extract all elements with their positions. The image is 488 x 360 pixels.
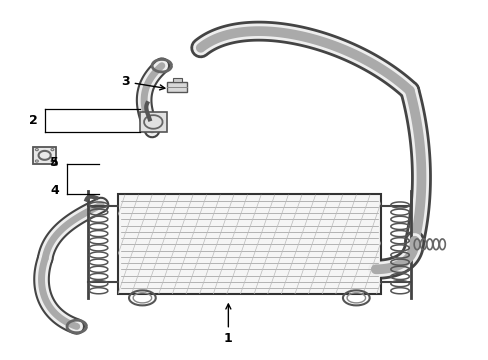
Text: 5: 5 — [50, 156, 59, 168]
Text: 2: 2 — [29, 114, 37, 127]
Bar — [166, 82, 187, 93]
Bar — [173, 78, 182, 82]
Bar — [140, 112, 166, 132]
Bar — [33, 147, 56, 164]
Text: 4: 4 — [50, 184, 59, 197]
Text: 3: 3 — [121, 75, 164, 90]
Text: 1: 1 — [224, 304, 232, 346]
Bar — [118, 194, 380, 294]
